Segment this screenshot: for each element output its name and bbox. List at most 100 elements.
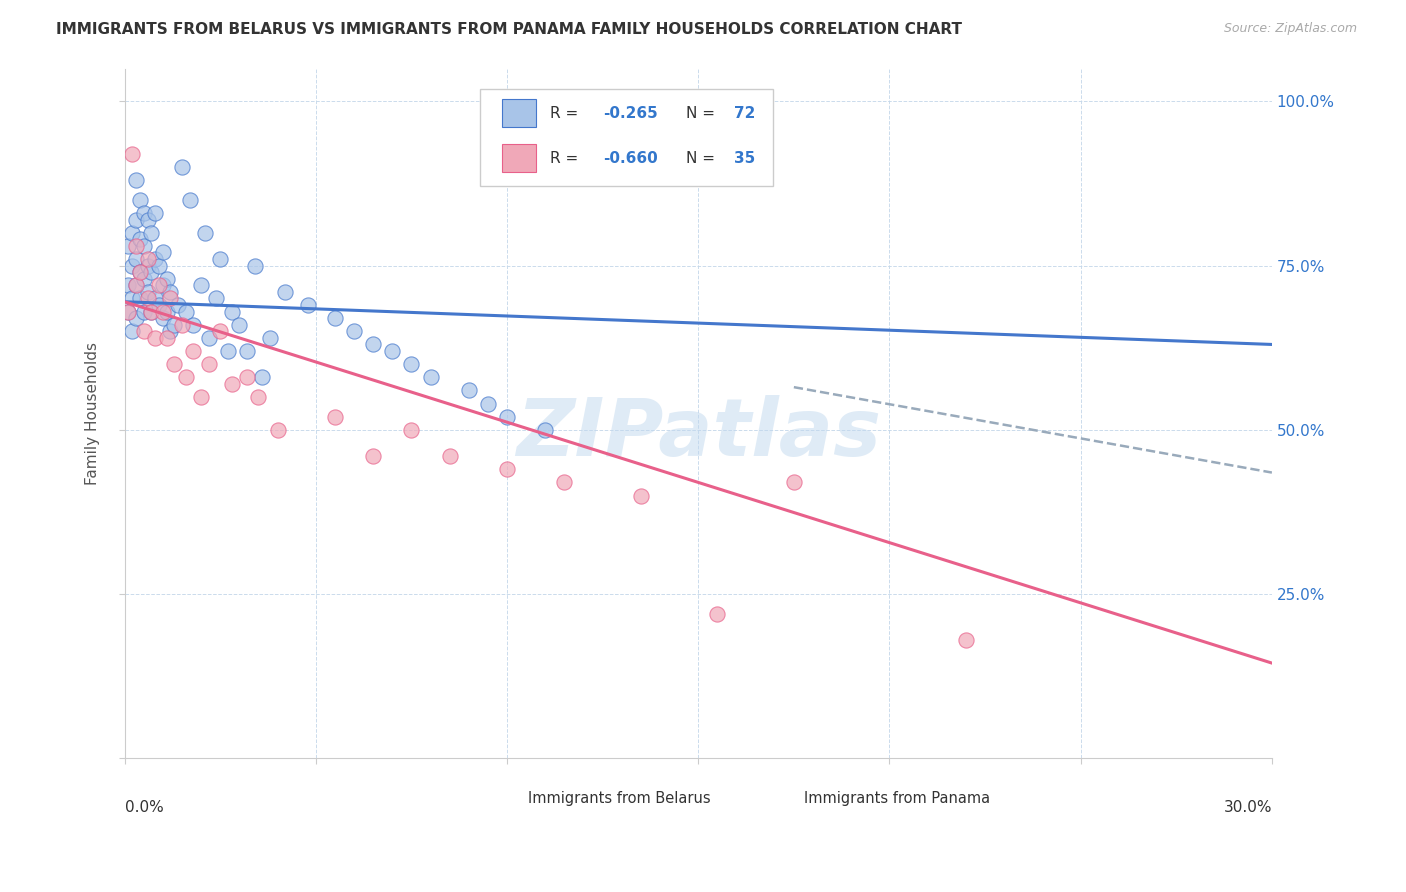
Point [132, 206, 155, 220]
Point [136, 212, 159, 227]
Text: IMMIGRANTS FROM BELARUS VS IMMIGRANTS FROM PANAMA FAMILY HOUSEHOLDS CORRELATION : IMMIGRANTS FROM BELARUS VS IMMIGRANTS FR… [56, 22, 962, 37]
Point [159, 285, 181, 299]
Point [259, 331, 281, 345]
Point [205, 292, 228, 306]
Point [121, 147, 143, 161]
Point [132, 272, 155, 286]
Point [706, 607, 728, 621]
Point [297, 298, 319, 312]
Point [170, 160, 193, 174]
Point [221, 304, 243, 318]
Point [129, 193, 152, 207]
Point [148, 298, 170, 312]
Point [121, 259, 143, 273]
Point [117, 304, 139, 318]
Point [148, 259, 170, 273]
Point [190, 278, 212, 293]
Point [236, 370, 259, 384]
Text: N =: N = [686, 106, 720, 120]
Point [125, 278, 148, 293]
Text: 30.0%: 30.0% [1223, 800, 1272, 814]
Point [496, 409, 519, 424]
Point [163, 357, 186, 371]
Point [221, 376, 243, 391]
Point [343, 324, 366, 338]
Point [141, 304, 163, 318]
Text: 72: 72 [734, 106, 755, 120]
Point [209, 324, 232, 338]
Point [148, 278, 170, 293]
Point [121, 226, 143, 240]
Point [136, 252, 159, 266]
Point [117, 239, 139, 253]
Point [117, 304, 139, 318]
Text: N =: N = [686, 151, 720, 166]
Point [419, 370, 441, 384]
Point [125, 212, 148, 227]
Point [194, 226, 217, 240]
Point [117, 278, 139, 293]
Point [125, 173, 148, 187]
Point [152, 304, 174, 318]
Point [197, 357, 219, 371]
Point [783, 475, 806, 490]
Text: Source: ZipAtlas.com: Source: ZipAtlas.com [1223, 22, 1357, 36]
Point [143, 206, 166, 220]
Point [125, 252, 148, 266]
Point [183, 318, 205, 332]
Point [136, 285, 159, 299]
Point [361, 449, 384, 463]
Point [190, 390, 212, 404]
Point [141, 265, 163, 279]
Point [174, 304, 197, 318]
Point [143, 331, 166, 345]
Point [167, 298, 190, 312]
Text: Immigrants from Belarus: Immigrants from Belarus [529, 791, 711, 805]
Text: -0.660: -0.660 [603, 151, 658, 166]
Point [129, 265, 152, 279]
FancyBboxPatch shape [481, 89, 773, 186]
Point [243, 259, 266, 273]
Point [136, 292, 159, 306]
Point [630, 489, 652, 503]
Point [170, 318, 193, 332]
Point [183, 344, 205, 359]
Text: 0.0%: 0.0% [125, 800, 163, 814]
Point [381, 344, 404, 359]
Point [252, 370, 274, 384]
Point [152, 278, 174, 293]
Point [323, 311, 346, 326]
Point [125, 278, 148, 293]
Point [159, 292, 181, 306]
Point [156, 304, 179, 318]
Point [132, 324, 155, 338]
Point [121, 292, 143, 306]
Point [266, 423, 288, 437]
Point [163, 318, 186, 332]
Point [159, 324, 181, 338]
Point [439, 449, 461, 463]
Bar [768, 789, 793, 808]
Point [197, 331, 219, 345]
Point [401, 423, 423, 437]
Text: R =: R = [550, 106, 583, 120]
Point [141, 304, 163, 318]
Point [209, 252, 232, 266]
Point [143, 252, 166, 266]
Text: -0.265: -0.265 [603, 106, 658, 120]
Point [496, 462, 519, 476]
Text: ZIPatlas: ZIPatlas [516, 395, 880, 473]
Point [457, 384, 479, 398]
Point [156, 331, 179, 345]
Point [141, 226, 163, 240]
Point [228, 318, 250, 332]
Point [129, 292, 152, 306]
Point [534, 423, 557, 437]
Point [477, 396, 499, 410]
Text: 35: 35 [734, 151, 755, 166]
Bar [492, 789, 517, 808]
Point [152, 311, 174, 326]
Point [274, 285, 297, 299]
Point [125, 239, 148, 253]
Text: Immigrants from Panama: Immigrants from Panama [804, 791, 990, 805]
